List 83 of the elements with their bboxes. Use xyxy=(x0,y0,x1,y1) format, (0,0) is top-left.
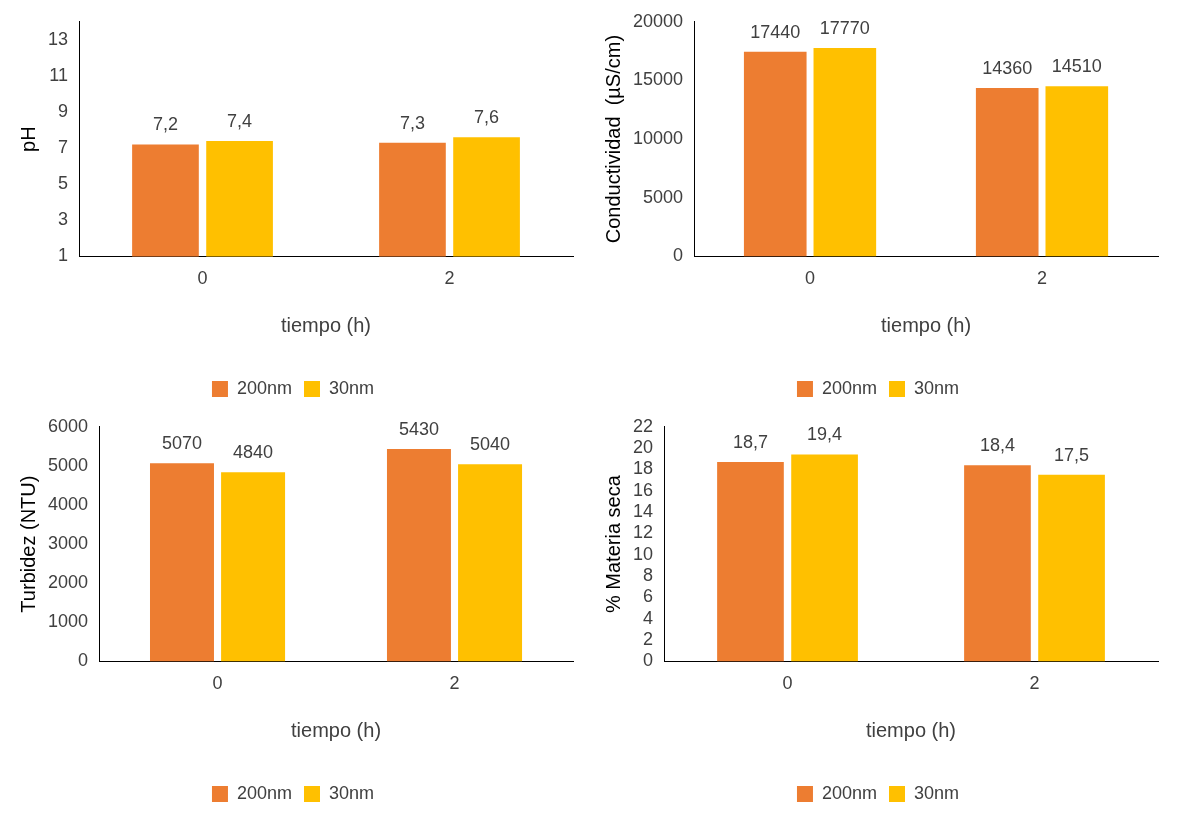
y-tick-label: 2 xyxy=(643,629,654,650)
data-label: 4840 xyxy=(233,442,274,463)
data-label: 14510 xyxy=(1051,56,1102,77)
y-tick-label: 16 xyxy=(632,479,654,500)
x-axis-title: tiempo (h) xyxy=(881,313,972,336)
y-tick-label: 4000 xyxy=(48,493,89,514)
data-label: 5070 xyxy=(161,433,203,454)
legend-label: 30nm xyxy=(329,377,375,398)
y-tick-label: 20000 xyxy=(632,10,684,31)
data-label: 17770 xyxy=(819,17,870,38)
y-tick-label: 1 xyxy=(58,245,69,266)
data-label: 7,3 xyxy=(399,112,425,133)
y-axis-title: % Materia seca xyxy=(601,474,624,614)
data-label: 7,6 xyxy=(474,107,500,128)
data-label: 5040 xyxy=(470,434,511,455)
x-axis-title: tiempo (h) xyxy=(291,718,382,741)
y-axis-title: Conductividad (µS/cm) xyxy=(601,34,624,244)
y-tick-label: 1000 xyxy=(48,611,89,632)
legend-label: 200nm xyxy=(236,782,293,803)
x-tick-label: 0 xyxy=(212,673,223,694)
y-tick-label: 22 xyxy=(632,415,654,436)
data-label: 18,4 xyxy=(979,435,1015,456)
data-label: 18,7 xyxy=(732,431,768,452)
data-label: 7,4 xyxy=(227,110,253,131)
legend-label: 200nm xyxy=(236,377,293,398)
bar xyxy=(791,454,858,662)
y-tick-label: 13 xyxy=(47,28,69,49)
y-tick-label: 11 xyxy=(49,64,69,85)
y-tick-label: 10 xyxy=(632,543,654,564)
y-axis-title: pH xyxy=(16,126,39,152)
y-tick-label: 8 xyxy=(643,565,654,586)
data-label: 17440 xyxy=(750,21,801,42)
y-tick-label: 6 xyxy=(643,586,654,607)
y-tick-label: 0 xyxy=(643,650,654,671)
y-tick-label: 4 xyxy=(643,607,654,628)
y-tick-label: 7 xyxy=(58,137,69,158)
y-tick-label: 0 xyxy=(673,245,684,266)
x-tick-label: 0 xyxy=(782,673,793,694)
y-tick-label: 14 xyxy=(632,501,654,522)
y-tick-label: 5 xyxy=(58,173,69,194)
y-tick-label: 3 xyxy=(58,209,69,230)
y-tick-label: 12 xyxy=(632,522,654,543)
x-axis-title: tiempo (h) xyxy=(281,313,372,336)
data-label: 5430 xyxy=(398,419,439,440)
y-tick-label: 6000 xyxy=(48,415,89,436)
data-label: 14360 xyxy=(982,57,1033,78)
y-tick-label: 9 xyxy=(58,101,69,121)
y-tick-label: 3000 xyxy=(48,533,89,554)
data-label: 7,2 xyxy=(152,114,178,135)
bar xyxy=(149,463,214,662)
x-tick-label: 2 xyxy=(449,673,460,694)
bar xyxy=(386,449,451,662)
x-axis-title: tiempo (h) xyxy=(866,718,957,741)
x-tick-label: 2 xyxy=(444,268,455,289)
bar xyxy=(964,465,1031,662)
bar xyxy=(1045,86,1109,257)
bar xyxy=(975,87,1039,257)
legend-label: 30nm xyxy=(914,377,960,398)
legend-label: 30nm xyxy=(914,782,960,803)
x-tick-label: 2 xyxy=(1029,673,1040,694)
bar xyxy=(221,472,286,662)
data-label: 17,5 xyxy=(1054,444,1090,465)
bar xyxy=(1038,474,1105,662)
bar xyxy=(717,461,784,662)
y-tick-label: 5000 xyxy=(48,454,89,475)
bar xyxy=(743,51,807,257)
legend-label: 200nm xyxy=(821,377,878,398)
bar xyxy=(458,464,523,662)
y-tick-label: 0 xyxy=(78,650,89,671)
legend-label: 200nm xyxy=(821,782,878,803)
y-axis-title: Turbidez (NTU) xyxy=(16,475,39,613)
x-tick-label: 0 xyxy=(805,268,816,289)
bar xyxy=(813,47,877,257)
x-tick-label: 2 xyxy=(1037,268,1048,289)
y-tick-label: 20 xyxy=(632,437,654,458)
x-tick-label: 0 xyxy=(197,268,208,289)
y-tick-label: 2000 xyxy=(48,572,89,593)
y-tick-label: 10000 xyxy=(632,128,684,149)
y-tick-label: 15000 xyxy=(632,69,684,90)
data-label: 19,4 xyxy=(807,424,843,445)
legend-label: 30nm xyxy=(329,782,375,803)
y-tick-label: 18 xyxy=(632,458,654,479)
y-tick-label: 5000 xyxy=(643,186,684,207)
